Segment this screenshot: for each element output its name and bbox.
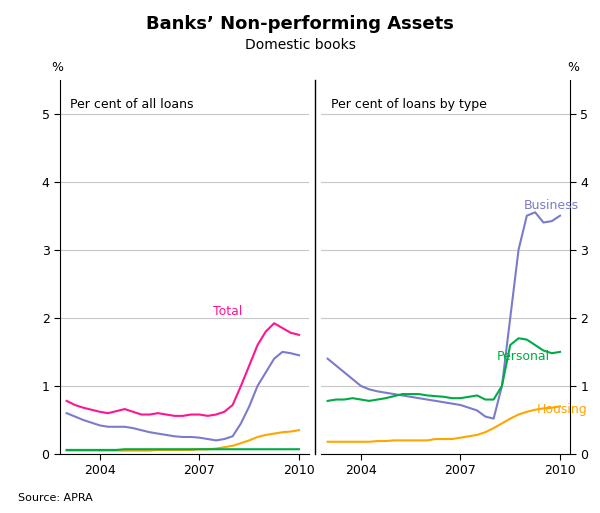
Text: Total: Total [213,305,242,318]
Text: Personal: Personal [497,350,550,363]
Text: %: % [51,62,63,74]
Text: Housing: Housing [537,403,587,416]
Text: Domestic books: Domestic books [245,38,355,52]
Text: Per cent of all loans: Per cent of all loans [70,98,193,111]
Text: %: % [567,62,579,74]
Text: Source: APRA: Source: APRA [18,493,93,503]
Text: Per cent of loans by type: Per cent of loans by type [331,98,487,111]
Text: Banks’ Non-performing Assets: Banks’ Non-performing Assets [146,15,454,33]
Text: Business: Business [524,199,578,212]
